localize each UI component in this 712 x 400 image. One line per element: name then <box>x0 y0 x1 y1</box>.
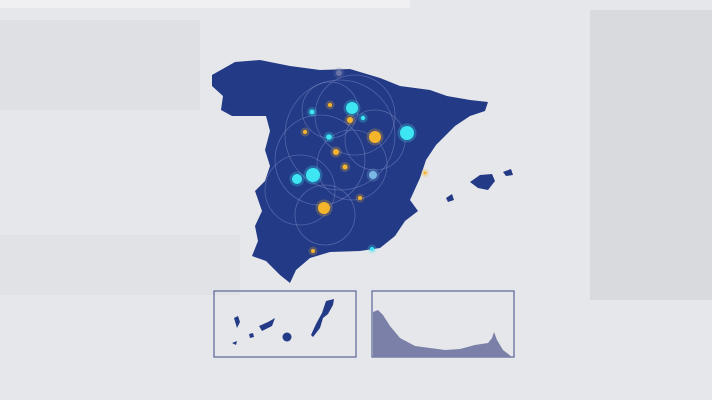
la-palma-shape <box>234 316 240 328</box>
map-marker <box>318 202 330 214</box>
menorca-shape <box>503 169 513 176</box>
map-marker <box>342 164 348 170</box>
spain-mainland <box>212 60 488 283</box>
map-marker <box>328 103 332 107</box>
inset-canary-islands <box>213 290 357 358</box>
map-marker <box>309 109 315 115</box>
map-marker <box>400 126 414 140</box>
map-marker <box>369 171 377 179</box>
tenerife-shape <box>259 318 275 331</box>
map-marker <box>423 171 427 175</box>
el-hierro-shape <box>232 341 237 345</box>
map-marker <box>346 102 358 114</box>
fuerteventura-lanzarote-shape <box>311 299 334 337</box>
map-marker <box>326 134 332 140</box>
map-marker <box>311 249 315 253</box>
map-marker <box>369 131 381 143</box>
canary-islands <box>232 299 334 345</box>
map-marker <box>336 70 342 76</box>
spain-mainland-shape <box>212 60 488 283</box>
ibiza-shape <box>446 194 454 202</box>
background-panel-top <box>0 0 410 8</box>
map-marker <box>358 196 362 200</box>
network-circle <box>314 74 396 156</box>
map-marker <box>303 130 307 134</box>
markers-group <box>289 67 429 256</box>
map-marker <box>360 115 366 121</box>
map-marker <box>306 168 320 182</box>
network-circles <box>264 74 406 246</box>
background-panel-bottom <box>0 235 240 295</box>
map-marker <box>333 149 339 155</box>
network-circle <box>264 154 336 226</box>
network-circle <box>344 109 406 171</box>
network-circle <box>316 129 388 201</box>
map-marker <box>347 117 353 123</box>
network-circle <box>284 79 396 191</box>
mallorca-shape <box>470 174 495 190</box>
map-marker <box>370 247 374 251</box>
map-marker <box>292 174 302 184</box>
la-gomera-shape <box>249 333 254 338</box>
network-circle <box>294 184 356 246</box>
background-panel-right <box>590 10 712 300</box>
ceuta-melilla-coast-shape <box>373 310 512 357</box>
gran-canaria-shape <box>282 332 292 342</box>
background-panel-left <box>0 20 200 110</box>
